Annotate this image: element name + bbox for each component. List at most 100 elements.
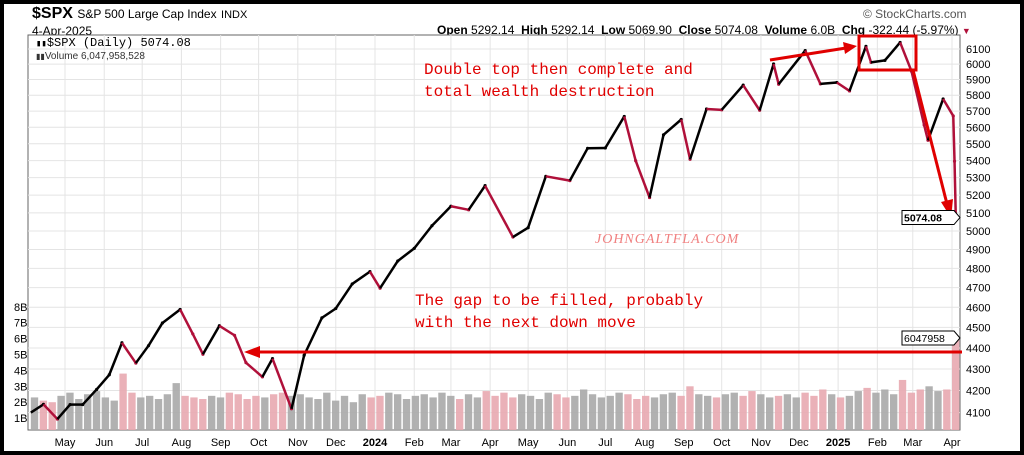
volume-bars-icon: ▮▮ (36, 52, 45, 61)
volume-bar (331, 400, 340, 430)
crash-arrow-line (911, 69, 949, 205)
price-tick-label: 6100 (966, 44, 990, 56)
volume-bar (128, 392, 136, 430)
volume-bar (597, 397, 606, 430)
volume-bar (154, 399, 163, 430)
price-tick-label: 5400 (966, 156, 990, 168)
volume-bar (934, 391, 942, 430)
price-tick-label: 5000 (966, 226, 990, 238)
volume-bar (420, 394, 428, 430)
price-segment (772, 63, 780, 85)
price-segment (688, 108, 708, 160)
arrow-head-icon (244, 346, 260, 358)
price-segment (379, 260, 399, 289)
price-segment (290, 354, 306, 410)
volume-bar (340, 395, 349, 430)
x-tick-label: Sep (674, 437, 694, 449)
price-segment (910, 70, 926, 126)
price-segment (42, 403, 59, 420)
volume-bar (243, 399, 251, 430)
volume-bar (571, 395, 579, 430)
volume-bar (385, 392, 393, 430)
volume-bar (75, 399, 83, 430)
volume-bar (757, 394, 765, 430)
volume-tick-label: 1B (14, 413, 27, 425)
price-segment (30, 403, 45, 414)
volume-bar (659, 394, 668, 430)
price-segment (623, 116, 637, 162)
price-segment (952, 115, 956, 162)
price-segment (233, 334, 248, 364)
candle-icon: ▮▮ (36, 39, 47, 49)
x-tick-label: Jul (598, 437, 612, 449)
x-tick-label: Nov (288, 437, 308, 449)
volume-bar (207, 395, 216, 430)
down-arrow-icon: ▼ (961, 26, 971, 36)
price-tick-label: 4900 (966, 244, 990, 256)
price-volume-chart: 6100 6000 5900 5800 5700 5600 5500 5400 5300 5200… (14, 34, 990, 449)
volume-bar (500, 392, 508, 430)
volume-bar (92, 391, 101, 430)
volume-bar (695, 394, 703, 430)
volume-bar (863, 387, 871, 430)
price-segment (870, 59, 886, 64)
volume-bar (606, 395, 614, 430)
volume-bar (349, 402, 358, 430)
plot-area (27, 34, 961, 431)
x-tick-label: Nov (751, 437, 771, 449)
volume-bar (66, 392, 74, 430)
price-tick-label: 4700 (966, 283, 990, 295)
volume-bar (296, 394, 304, 430)
volume-bar (190, 397, 198, 430)
trend-arrow-line (769, 46, 847, 62)
volume-bar (677, 395, 685, 430)
volume-bar (925, 386, 933, 430)
volume-bar (854, 391, 862, 430)
price-segment (953, 161, 958, 218)
price-segment (648, 134, 665, 198)
volume-bar (783, 394, 792, 430)
volume-bar (110, 400, 118, 430)
high-value: 5292.14 (551, 23, 595, 37)
price-segment (942, 98, 955, 117)
price-segment (922, 124, 930, 141)
volume-bar (287, 395, 296, 430)
x-tick-label: Oct (713, 437, 730, 449)
x-tick-label: Sep (211, 437, 231, 449)
volume-bar (48, 402, 56, 430)
volume-bar (199, 399, 207, 430)
volume-bar (588, 394, 597, 430)
price-segment (604, 115, 626, 149)
price-segment (368, 270, 382, 289)
price-segment (147, 322, 164, 347)
price-segment (720, 84, 745, 111)
x-tick-label: 2024 (363, 437, 388, 449)
volume-bar (455, 399, 464, 430)
volume-bar (943, 389, 951, 430)
price-segment (321, 307, 337, 319)
x-tick-label: May (55, 437, 76, 449)
price-segment (161, 308, 181, 324)
volume-tick-label: 8B (14, 302, 27, 314)
volume-bar (553, 394, 561, 430)
volume-bar (393, 394, 402, 430)
volume-bar (30, 397, 39, 430)
volume-bar (261, 397, 269, 430)
volume-tick-label: 6B (14, 334, 27, 346)
price-tick-label: 5900 (966, 75, 990, 87)
x-tick-label: Jun (558, 437, 576, 449)
price-segment (526, 175, 548, 229)
exchange: INDX (221, 9, 248, 21)
volume-bar (216, 397, 225, 430)
price-segment (634, 160, 651, 199)
price-tick-label: 4100 (966, 408, 990, 420)
price-segment (706, 107, 722, 112)
price-segment (397, 247, 415, 262)
volume-bar (137, 397, 145, 430)
volume-bar (615, 392, 623, 430)
volume-bar (314, 399, 322, 430)
price-tick-label: 5600 (966, 122, 990, 134)
volume-bar (447, 395, 455, 430)
price-segment (836, 81, 851, 92)
low-value: 5069.90 (628, 23, 672, 37)
